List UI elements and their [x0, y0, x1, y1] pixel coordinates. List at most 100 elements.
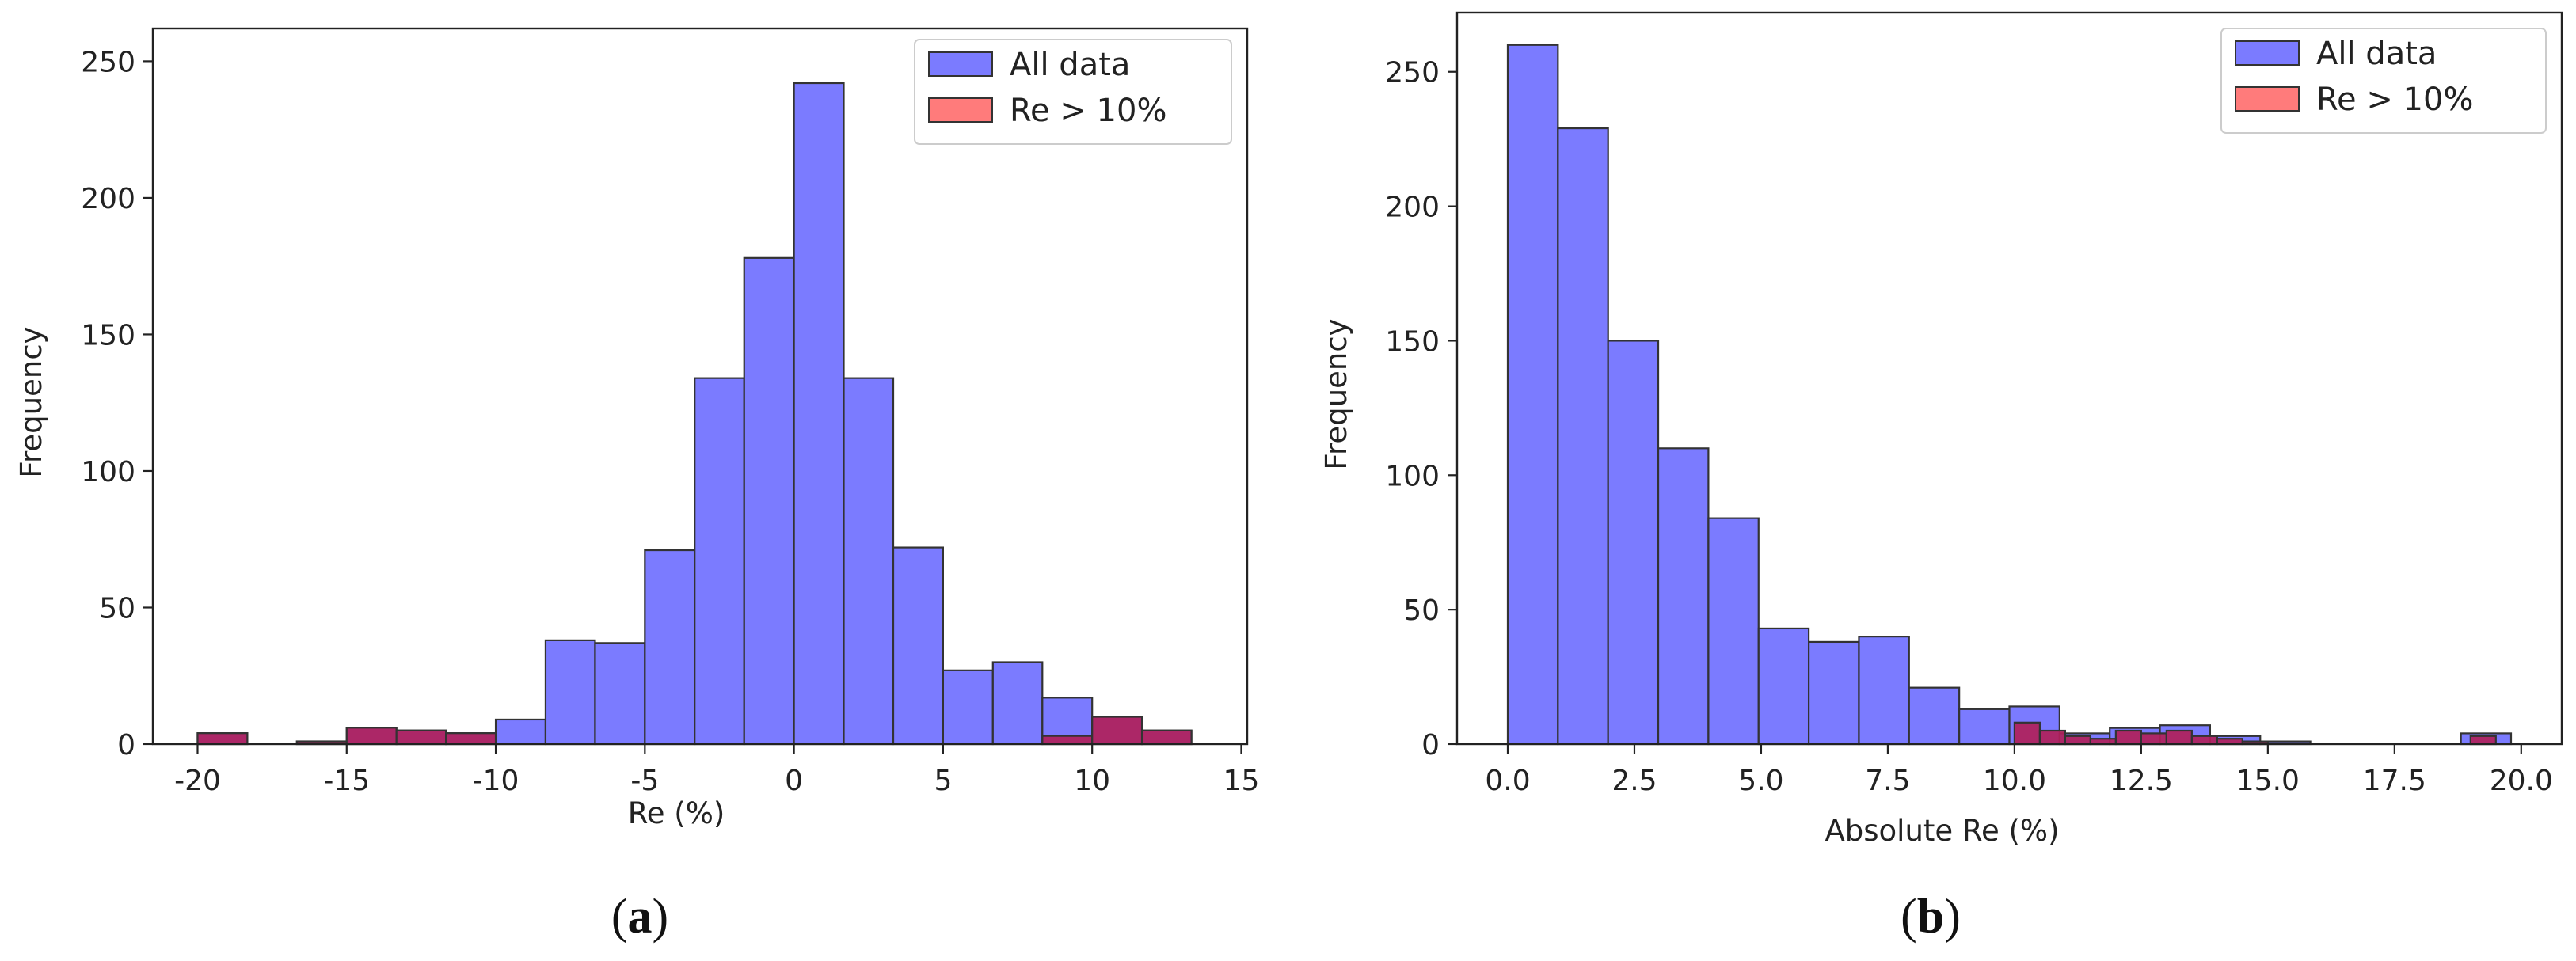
caption-close: ): [653, 890, 669, 944]
x-tick-label: -20: [174, 765, 221, 797]
legend-swatch-all-data: [2235, 40, 2300, 66]
re-gt-10-bar: [2140, 732, 2167, 746]
re-gt-10-bar: [1140, 729, 1193, 746]
legend-swatch-re-gt-10: [928, 97, 993, 123]
legend-swatch-all-data: [928, 51, 993, 77]
legend-box: [914, 39, 1232, 145]
legend-box: [2220, 28, 2547, 134]
re-gt-10-bar: [2469, 735, 2497, 746]
plot-frame: [1455, 11, 2563, 746]
x-tick-label: -5: [630, 765, 659, 797]
y-axis-label: Frequency: [14, 326, 48, 477]
y-tick-label: 250: [1385, 57, 1440, 89]
x-tick-label: 10.0: [1983, 765, 2046, 797]
all-data-bar: [991, 661, 1044, 746]
histogram-panel-a: -20 -15 -10 -5 0 5 10 15 0 50 100 150 200 250 Re (%)…: [14, 27, 1259, 944]
y-tick-label: 100: [81, 456, 135, 488]
y-axis-label: Frequency: [1319, 318, 1353, 469]
x-tick-label: 10: [1074, 765, 1110, 797]
re-gt-10-bar: [1091, 716, 1143, 746]
y-tick-label: 150: [81, 319, 135, 351]
re-gt-10-bar: [2190, 735, 2218, 746]
re-gt-10-bar: [2013, 721, 2041, 746]
all-data-bars: [196, 82, 1193, 746]
x-tick-label: 2.5: [1611, 765, 1657, 797]
y-tick-label: 0: [117, 729, 135, 762]
x-axis-ticks: -20 -15 -10 -5 0 5 10 15: [174, 744, 1259, 797]
re-gt-10-bar: [345, 727, 398, 746]
y-tick-label: 200: [1385, 192, 1440, 224]
re-gt-10-bar: [2165, 729, 2193, 746]
all-data-bars: [1506, 44, 2513, 746]
legend-swatch-re-gt-10: [2235, 86, 2300, 112]
all-data-bar: [1557, 127, 1609, 746]
y-tick-label: 50: [1403, 594, 1440, 627]
x-tick-label: 0: [785, 765, 803, 797]
y-tick-label: 250: [81, 46, 135, 78]
caption-open: (: [611, 890, 628, 944]
all-data-bar: [1958, 708, 2011, 746]
legend: All data Re > 10%: [2220, 28, 2547, 134]
y-tick-label: 200: [81, 183, 135, 215]
all-data-bar: [544, 639, 596, 746]
x-axis-label: Absolute Re (%): [1825, 814, 2059, 848]
re-gt-10-bar: [2114, 729, 2142, 746]
caption-letter: a: [628, 890, 653, 944]
x-tick-label: 5: [934, 765, 952, 797]
legend-label-re-gt-10: Re > 10%: [1010, 93, 1166, 129]
re-gt-10-bar: [2038, 729, 2066, 746]
x-tick-label: 17.5: [2363, 765, 2426, 797]
all-data-bar: [1908, 686, 1961, 746]
y-axis-ticks: 0 50 100 150 200 250: [81, 46, 153, 762]
y-tick-label: 150: [1385, 325, 1440, 358]
all-data-bar: [1757, 627, 1810, 746]
all-data-bar: [1807, 640, 1860, 746]
re-gt-10-bar: [445, 732, 497, 746]
histogram-panel-b: 0.0 2.5 5.0 7.5 10.0 12.5 15.0 17.5 20.0 0 50 100 1…: [1319, 11, 2563, 944]
all-data-bar: [942, 669, 994, 746]
y-tick-label: 0: [1421, 729, 1440, 762]
x-tick-label: 5.0: [1738, 765, 1783, 797]
x-tick-label: 0.0: [1485, 765, 1530, 797]
all-data-bar: [1657, 447, 1710, 746]
all-data-bar: [644, 549, 696, 746]
y-axis-ticks: 0 50 100 150 200 250: [1385, 57, 1457, 762]
x-tick-label: -15: [323, 765, 370, 797]
all-data-bar: [743, 256, 795, 746]
plot-frame: [151, 27, 1249, 746]
legend: All data Re > 10%: [914, 39, 1232, 145]
x-tick-label: 15: [1223, 765, 1260, 797]
y-tick-label: 100: [1385, 460, 1440, 492]
all-data-bar: [1707, 517, 1760, 746]
all-data-bar: [694, 377, 745, 746]
x-axis-label: Re (%): [628, 796, 725, 830]
legend-label-all-data: All data: [1010, 47, 1130, 83]
legend-label-all-data: All data: [2316, 36, 2437, 72]
x-axis-ticks: 0.0 2.5 5.0 7.5 10.0 12.5 15.0 17.5 20.0: [1485, 744, 2553, 797]
axes-frame: [1455, 11, 2563, 746]
re-gt-10-bar: [196, 732, 249, 746]
all-data-bar: [494, 718, 547, 746]
panel-caption-a: (a): [611, 890, 668, 944]
legend-label-re-gt-10: Re > 10%: [2316, 82, 2473, 118]
re-gt-10-bar: [395, 729, 447, 746]
re-gt-10-bar: [1041, 735, 1094, 746]
all-data-bar: [1607, 340, 1660, 746]
x-tick-label: 12.5: [2110, 765, 2173, 797]
all-data-bar: [793, 82, 845, 746]
caption-open: (: [1901, 890, 1917, 944]
re-gt-10-bar: [2064, 735, 2091, 746]
axes-frame: [151, 27, 1249, 746]
all-data-bar: [892, 546, 945, 746]
x-tick-label: 7.5: [1865, 765, 1910, 797]
x-tick-label: 20.0: [2490, 765, 2553, 797]
all-data-bar: [1506, 44, 1559, 746]
caption-close: ): [1944, 890, 1961, 944]
y-tick-label: 50: [99, 592, 135, 625]
panel-caption-b: (b): [1901, 890, 1961, 944]
all-data-bar: [1858, 636, 1910, 746]
caption-letter: b: [1917, 890, 1944, 944]
x-tick-label: 15.0: [2236, 765, 2300, 797]
all-data-bar: [594, 642, 646, 746]
